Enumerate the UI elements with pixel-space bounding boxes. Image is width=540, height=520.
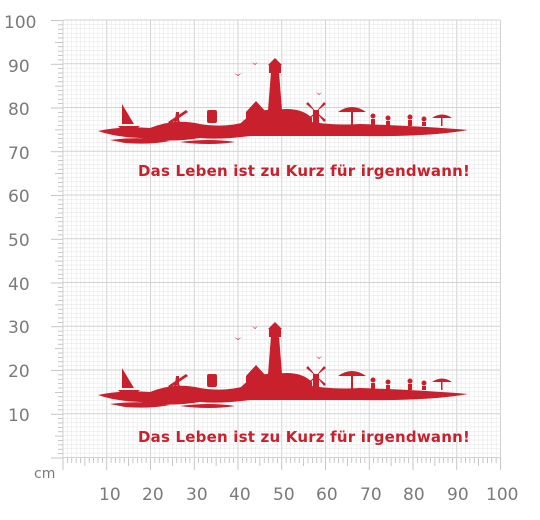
y-tick-label: 60 (8, 187, 30, 207)
y-tick-label: 70 (8, 144, 30, 164)
x-tick-label: 70 (360, 485, 382, 505)
x-tick-label: 30 (186, 485, 208, 505)
x-tick-label: 100 (486, 485, 518, 505)
decal-slogan: Das Leben ist zu Kurz für irgendwann! (138, 428, 470, 446)
x-tick-label: 10 (99, 485, 121, 505)
y-tick-label: 10 (8, 406, 30, 426)
x-tick-label: 20 (142, 485, 164, 505)
x-tick-label: 80 (403, 485, 425, 505)
x-tick-label: 50 (273, 485, 295, 505)
y-tick-label: 90 (8, 57, 30, 77)
y-axis: 100 90 80 70 60 50 40 30 20 10 cm (4, 13, 55, 482)
grid (51, 19, 501, 470)
y-tick-label: 20 (8, 362, 30, 382)
unit-label: cm (34, 466, 55, 482)
x-tick-label: 60 (316, 485, 338, 505)
y-tick-label: 40 (8, 275, 30, 295)
x-axis: 10 20 30 40 50 60 70 80 90 100 (99, 485, 518, 505)
y-tick-label: 100 (4, 13, 36, 33)
x-tick-label: 40 (229, 485, 251, 505)
y-tick-label: 30 (8, 318, 30, 338)
decal-top: Das Leben ist zu Kurz für irgendwann! (98, 58, 470, 180)
x-tick-label: 90 (447, 485, 469, 505)
y-tick-label: 80 (8, 100, 30, 120)
decal-slogan: Das Leben ist zu Kurz für irgendwann! (138, 162, 470, 180)
y-tick-label: 50 (8, 231, 30, 251)
decal-bottom: Das Leben ist zu Kurz für irgendwann! (98, 322, 470, 446)
